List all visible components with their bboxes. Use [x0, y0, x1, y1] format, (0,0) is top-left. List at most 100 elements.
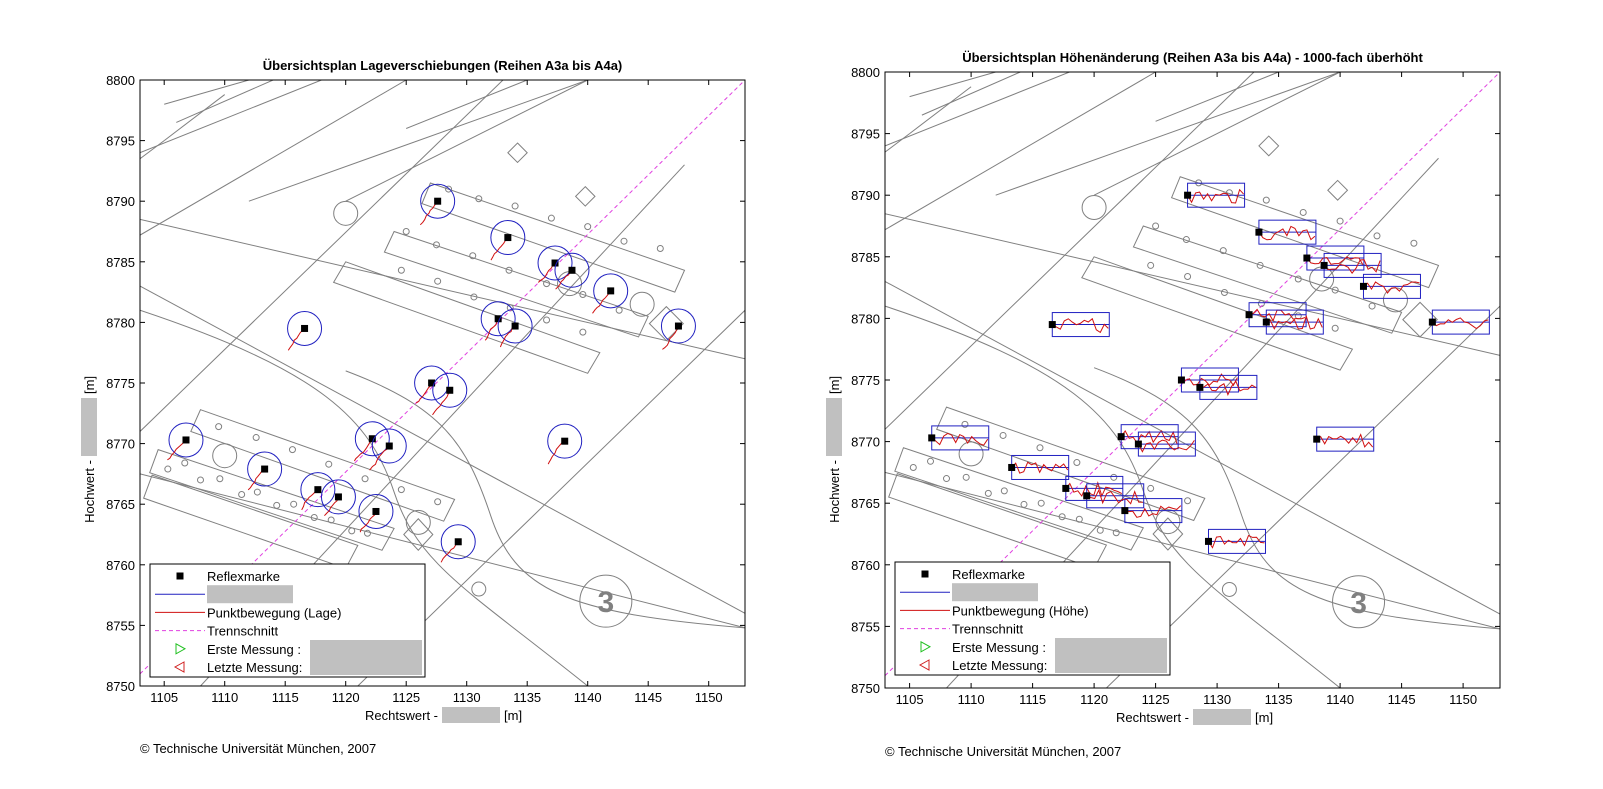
reflexmarke-point	[1008, 463, 1016, 471]
map-building	[1170, 176, 1440, 289]
map-small-circle	[1219, 247, 1227, 255]
map-small-circle	[543, 280, 551, 288]
map-line	[885, 213, 1500, 356]
map-small-circle	[579, 328, 587, 336]
map-line	[995, 72, 1341, 196]
error-circle	[440, 524, 476, 560]
error-circle	[420, 183, 456, 219]
map-small-circle	[363, 529, 371, 537]
map-small-circle	[197, 476, 204, 484]
y-tick-label: 8790	[106, 194, 135, 209]
x-axis-label-suffix: [m]	[1255, 710, 1273, 725]
y-tick-label: 8770	[851, 435, 880, 450]
height-trace	[1323, 259, 1381, 274]
reflexmarke-point	[368, 435, 376, 443]
error-circle	[554, 252, 590, 288]
map-building	[935, 406, 1206, 522]
map-circle	[1081, 195, 1107, 221]
legend-symbol-last	[918, 659, 930, 671]
height-trace	[1187, 188, 1244, 204]
movement-trace	[484, 318, 499, 341]
map-small-circle	[1036, 444, 1044, 452]
map-line	[140, 80, 504, 432]
reflexmarke-point	[928, 434, 936, 442]
legend-label: Reflexmarke	[207, 569, 280, 584]
reflexmarke-point	[1204, 537, 1212, 545]
movement-trace	[432, 390, 451, 416]
reflexmarke-point	[494, 315, 502, 323]
reflexmarke-point	[1303, 254, 1311, 262]
map-annotation-label: 3	[1350, 587, 1367, 620]
height-trace	[1258, 225, 1316, 241]
map-line	[406, 80, 528, 129]
error-circle	[660, 308, 696, 344]
map-diamond	[1258, 135, 1280, 157]
y-tick-label: 8775	[851, 373, 880, 388]
height-trace	[1065, 481, 1123, 498]
map-line	[163, 94, 226, 141]
map-small-circle	[253, 488, 261, 496]
map-small-circle	[1331, 324, 1339, 332]
x-tick-label: 1110	[958, 692, 985, 707]
legend-redacted	[952, 583, 1038, 602]
height-trace	[1124, 505, 1182, 518]
error-circle	[287, 310, 323, 346]
x-tick-label: 1150	[1449, 692, 1477, 707]
map-small-circle	[1373, 232, 1381, 240]
map-small-circle	[1294, 275, 1302, 283]
legend-symbol-first	[920, 640, 932, 653]
map-small-circle	[584, 223, 592, 231]
map-line	[921, 72, 1021, 116]
map-small-circle	[397, 486, 405, 494]
reflexmarke-point	[1177, 376, 1185, 384]
map-small-circle	[543, 316, 551, 324]
error-circle	[300, 472, 336, 508]
legend-label: Trennschnitt	[207, 624, 278, 639]
map-small-circle	[216, 475, 224, 483]
map-circle	[958, 441, 984, 467]
reflexmarke-point	[561, 437, 569, 445]
height-trace	[1432, 317, 1489, 330]
map-small-circle	[1184, 273, 1192, 281]
y-axis-label-prefix: Hochwert -	[827, 460, 842, 523]
x-tick-label: 1145	[1388, 692, 1416, 707]
height-trace	[1199, 380, 1257, 397]
map-small-circle	[1225, 189, 1233, 197]
map-line	[1155, 72, 1279, 122]
map-diamond	[574, 185, 596, 207]
map-small-circle	[1368, 302, 1376, 310]
map-small-circle	[656, 244, 664, 252]
map-small-circle	[1112, 529, 1120, 537]
reflexmarke-point	[1245, 311, 1253, 319]
map-circle	[333, 200, 359, 226]
error-circle	[490, 220, 526, 256]
reflexmarke-point	[568, 266, 576, 274]
map-line	[248, 80, 588, 202]
y-axis-redacted	[826, 398, 842, 456]
x-tick-label: 1140	[574, 690, 602, 705]
map-small-circle	[1037, 499, 1045, 507]
map-small-circle	[1299, 208, 1307, 216]
x-tick-label: 1115	[1019, 692, 1046, 707]
x-tick-label: 1110	[211, 690, 238, 705]
map-line	[140, 473, 745, 629]
map-line	[885, 72, 1156, 231]
map-circle	[212, 443, 238, 469]
map-small-circle	[1182, 236, 1190, 244]
x-tick-label: 1135	[513, 690, 541, 705]
y-tick-label: 8765	[851, 496, 880, 511]
map-building	[888, 473, 1108, 570]
map-small-circle	[1410, 239, 1418, 247]
legend: Reflexmarke Punktbewegung (Höhe) Trennschn…	[894, 561, 1171, 676]
reflexmarke-point	[261, 465, 269, 473]
legend-symbol-reflexmarke	[176, 572, 184, 580]
map-line	[140, 218, 745, 360]
reflexmarke-point	[1117, 433, 1125, 441]
legend-redacted-dates	[1055, 638, 1167, 673]
legend-symbol-first	[175, 642, 187, 655]
reflexmarke-point	[674, 322, 682, 330]
map-small-circle	[434, 498, 442, 506]
x-tick-label: 1145	[634, 690, 662, 705]
x-tick-label: 1125	[392, 690, 420, 705]
map-small-circle	[1000, 487, 1008, 495]
